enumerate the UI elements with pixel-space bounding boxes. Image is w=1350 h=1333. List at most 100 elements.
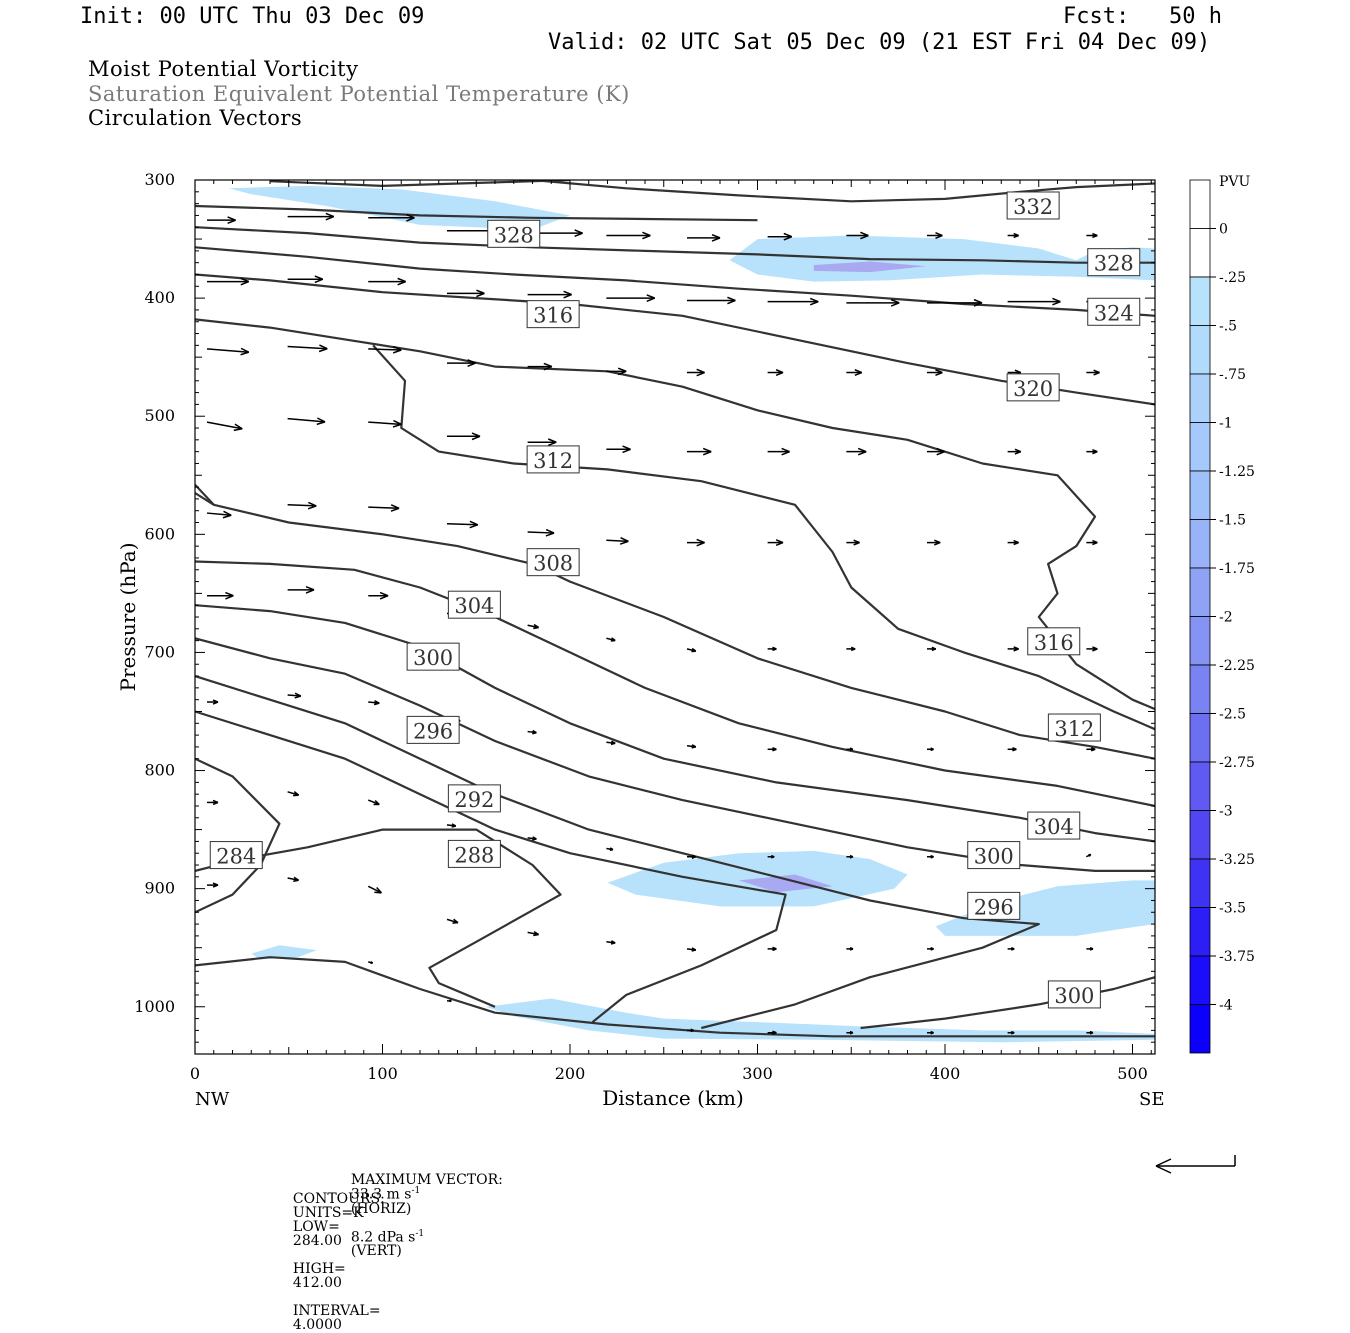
circulation-vector-24 bbox=[207, 348, 249, 354]
contour-label-8: 316 bbox=[527, 301, 579, 328]
circulation-vector-13 bbox=[288, 276, 323, 282]
contour-label-5: 304 bbox=[448, 591, 500, 618]
circulation-vector-107 bbox=[1086, 948, 1093, 950]
contour-high: 412.00 bbox=[293, 1275, 342, 1291]
x-tick-label: 200 bbox=[555, 1064, 586, 1083]
contour-label-text: 308 bbox=[533, 552, 573, 576]
circulation-vector-71 bbox=[1086, 647, 1097, 651]
circulation-vector-105 bbox=[927, 948, 934, 950]
contour-label-text: 296 bbox=[413, 719, 453, 743]
contour-label-1: 288 bbox=[448, 840, 500, 867]
circulation-vector-103 bbox=[768, 947, 777, 950]
circulation-vector-39 bbox=[447, 433, 480, 439]
circulation-vector-84 bbox=[207, 800, 218, 804]
circulation-vector-100 bbox=[528, 932, 539, 936]
contour-label-text: 292 bbox=[454, 788, 494, 812]
contour-label-17: 300 bbox=[968, 842, 1020, 869]
colorbar-label: -1.5 bbox=[1219, 513, 1246, 529]
contour-label-text: 320 bbox=[1013, 377, 1053, 401]
contour-label-12: 328 bbox=[1088, 249, 1140, 276]
circulation-vector-89 bbox=[606, 848, 613, 850]
y-tick-label: 400 bbox=[144, 288, 175, 307]
contour-label-text: 312 bbox=[533, 449, 573, 473]
x-tick-label: 400 bbox=[930, 1064, 961, 1083]
circulation-vector-26 bbox=[368, 347, 401, 353]
contour-316-9 bbox=[373, 345, 1155, 729]
contour-label-text: 296 bbox=[974, 895, 1014, 919]
colorbar-label: -.5 bbox=[1219, 319, 1237, 335]
circulation-vector-82 bbox=[1008, 748, 1017, 751]
circulation-vector-20 bbox=[846, 300, 899, 306]
x-tick-label: 100 bbox=[367, 1064, 398, 1083]
contour-label-6: 308 bbox=[527, 549, 579, 576]
x-tick-label: 300 bbox=[742, 1064, 773, 1083]
circulation-vector-42 bbox=[687, 448, 711, 454]
circulation-vector-70 bbox=[1008, 647, 1019, 651]
circulation-vector-101 bbox=[606, 941, 615, 944]
circulation-vector-65 bbox=[606, 638, 615, 641]
colorbar-title: PVU bbox=[1219, 174, 1251, 190]
contour-interval: 4.0000 bbox=[293, 1317, 342, 1333]
colorbar-swatch-8 bbox=[1190, 568, 1210, 617]
contour-label-text: 316 bbox=[1034, 631, 1074, 655]
contour-label-18: 296 bbox=[968, 892, 1020, 919]
circulation-vector-22 bbox=[1008, 298, 1061, 304]
y-tick-label: 300 bbox=[144, 170, 175, 189]
circulation-vector-61 bbox=[288, 587, 314, 593]
colorbar-label: -2.5 bbox=[1219, 707, 1246, 723]
circulation-vector-64 bbox=[528, 624, 539, 628]
circulation-vector-87 bbox=[447, 824, 456, 827]
circulation-vector-9 bbox=[927, 233, 942, 239]
circulation-vector-17 bbox=[606, 295, 654, 301]
contour-304-6 bbox=[195, 605, 1155, 841]
circulation-vector-50 bbox=[368, 505, 399, 511]
contour-300-5 bbox=[861, 977, 1155, 1028]
contour-label-13: 332 bbox=[1007, 192, 1059, 219]
circulation-vector-0 bbox=[207, 217, 236, 223]
circulation-vector-35 bbox=[1086, 370, 1099, 375]
x-end-label-left: NW bbox=[195, 1089, 230, 1110]
circulation-vector-33 bbox=[927, 370, 942, 376]
colorbar-label: -2 bbox=[1219, 610, 1233, 626]
contour-label-9: 320 bbox=[1007, 374, 1059, 401]
circulation-vector-73 bbox=[288, 693, 301, 698]
contour-label-7: 312 bbox=[527, 446, 579, 473]
contour-label-10: 324 bbox=[1088, 298, 1140, 325]
circulation-vector-95 bbox=[1086, 855, 1090, 857]
y-tick-label: 600 bbox=[144, 524, 175, 543]
circulation-vector-98 bbox=[368, 886, 381, 893]
x-tick-label: 500 bbox=[1117, 1064, 1148, 1083]
colorbar-swatch-1 bbox=[1190, 229, 1210, 278]
colorbar-swatch-16 bbox=[1190, 956, 1210, 1005]
circulation-vector-12 bbox=[207, 278, 249, 284]
contour-308-7 bbox=[195, 562, 1155, 807]
colorbar-label: -3 bbox=[1219, 804, 1233, 820]
x-end-label-right: SE bbox=[1139, 1089, 1164, 1110]
colorbar-swatch-13 bbox=[1190, 811, 1210, 860]
circulation-vector-47 bbox=[1086, 450, 1097, 454]
circulation-vector-79 bbox=[768, 748, 777, 751]
circulation-vector-25 bbox=[288, 345, 328, 351]
y-axis-title: Pressure (hPa) bbox=[116, 543, 140, 692]
circulation-vector-10 bbox=[1008, 234, 1019, 238]
circulation-vector-93 bbox=[927, 856, 934, 858]
colorbar-label: -2.75 bbox=[1219, 755, 1255, 771]
colorbar-swatch-10 bbox=[1190, 665, 1210, 714]
circulation-vector-44 bbox=[846, 448, 866, 454]
contour-label-19: 300 bbox=[1048, 981, 1100, 1008]
circulation-vector-19 bbox=[768, 298, 819, 304]
contour-label-text: 300 bbox=[974, 845, 1014, 869]
circulation-vector-72 bbox=[207, 700, 218, 704]
circulation-vector-102 bbox=[687, 948, 696, 951]
circulation-vector-67 bbox=[768, 647, 777, 650]
contour-label-text: 328 bbox=[1094, 252, 1134, 276]
circulation-vector-51 bbox=[447, 521, 478, 527]
colorbar-swatch-6 bbox=[1190, 471, 1210, 520]
contour-label-text: 300 bbox=[413, 646, 453, 670]
y-tick-label: 500 bbox=[144, 406, 175, 425]
colorbar-swatch-15 bbox=[1190, 908, 1210, 957]
contour-300-4 bbox=[195, 638, 1155, 871]
circulation-vector-16 bbox=[528, 291, 572, 297]
circulation-vector-6 bbox=[687, 235, 720, 241]
